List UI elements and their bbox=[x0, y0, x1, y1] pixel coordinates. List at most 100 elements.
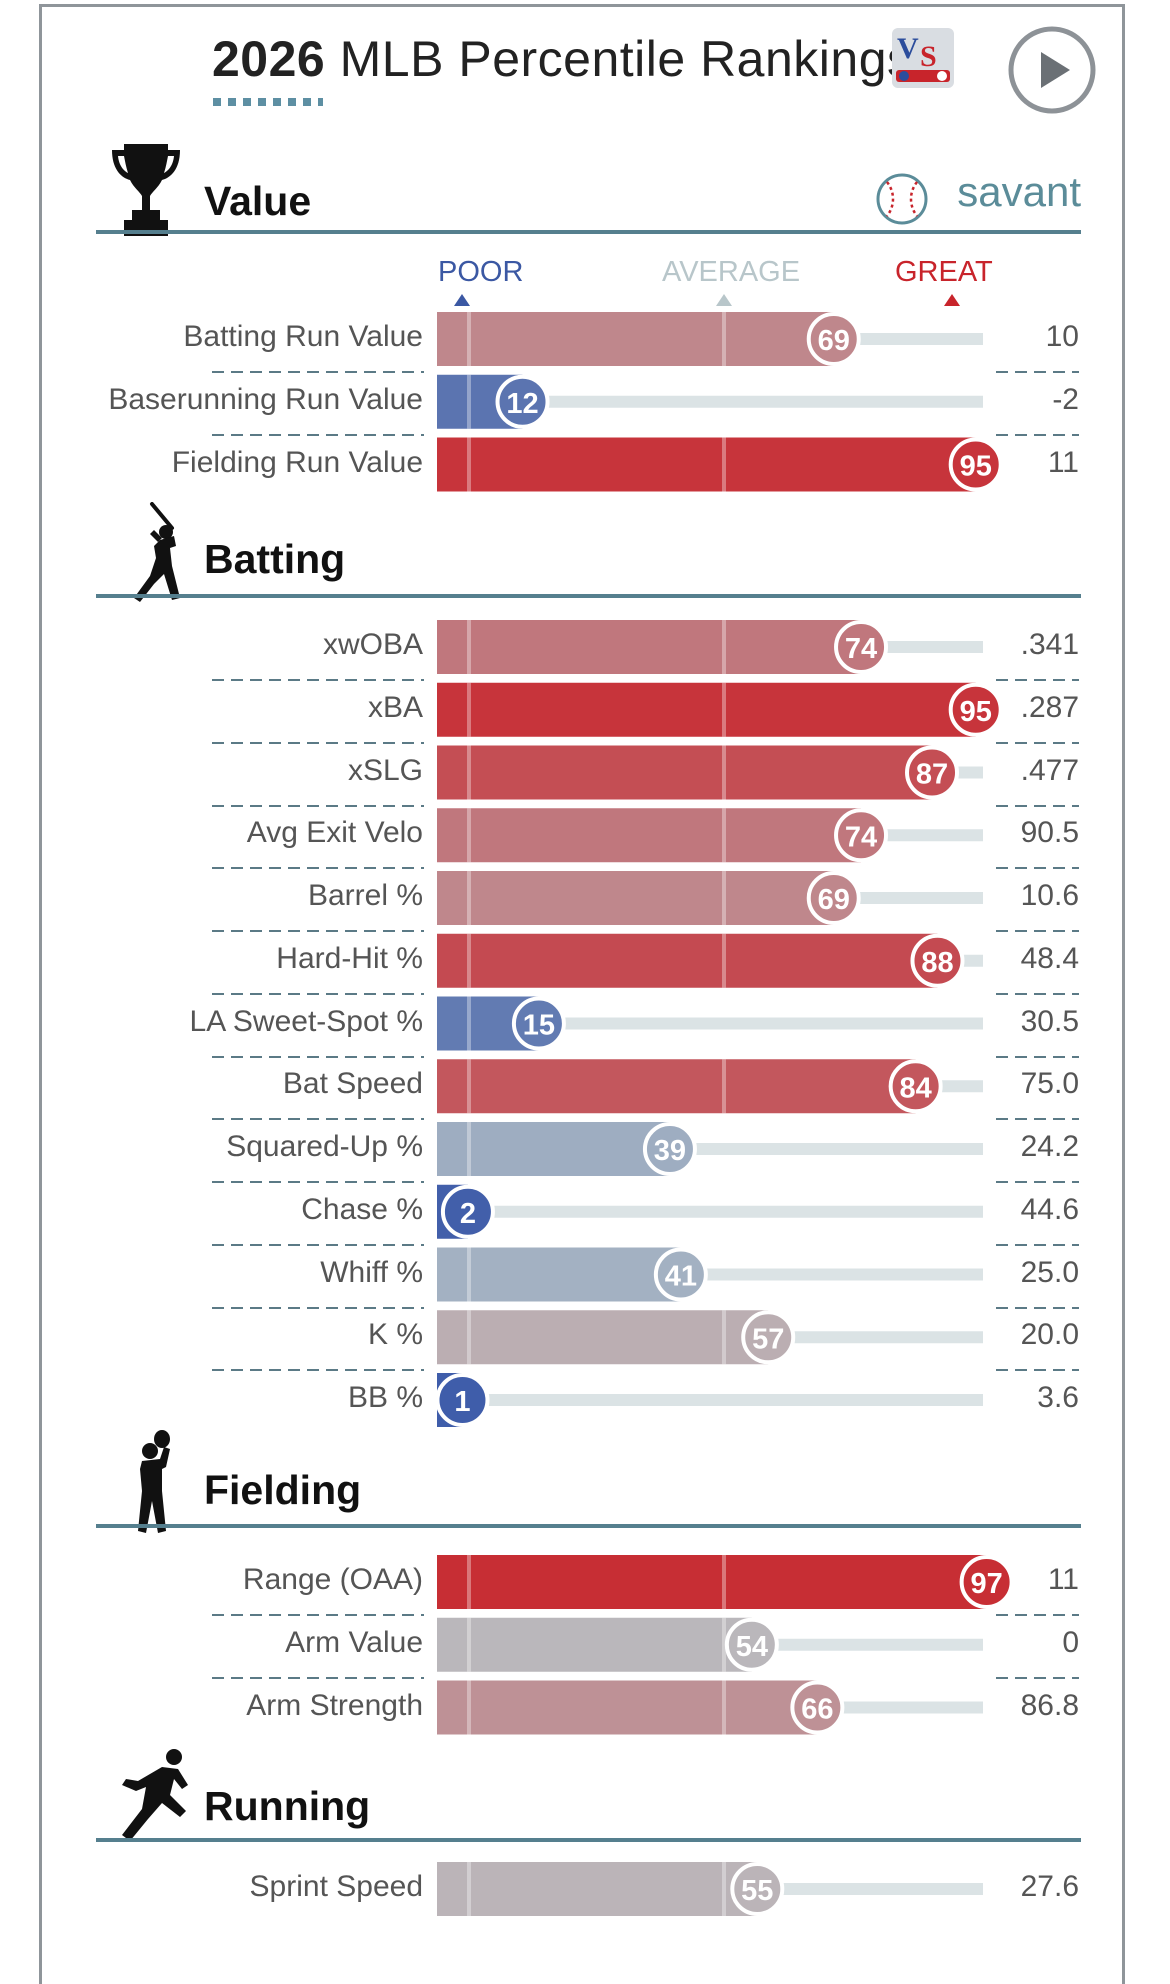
percentile-track bbox=[768, 1331, 983, 1344]
scale-markers bbox=[454, 294, 960, 306]
percentile-number: 95 bbox=[960, 696, 992, 728]
row-divider bbox=[212, 867, 424, 870]
percentile-bar bbox=[437, 682, 976, 737]
title-text: MLB Percentile Rankings bbox=[339, 31, 913, 87]
gridline bbox=[722, 933, 726, 988]
row-divider bbox=[996, 1181, 1079, 1183]
metric-label: xSLG bbox=[347, 753, 423, 787]
percentile-bar bbox=[437, 620, 862, 674]
percentile-number: 57 bbox=[752, 1323, 784, 1355]
section-divider bbox=[96, 230, 1081, 234]
percentile-number: 74 bbox=[845, 821, 877, 853]
gridline bbox=[722, 1059, 726, 1114]
gridline bbox=[467, 437, 471, 492]
row-divider bbox=[212, 1118, 424, 1121]
percentile-number: 69 bbox=[818, 325, 850, 357]
page-title: 2026 MLB Percentile Rankings bbox=[212, 30, 913, 88]
metric-label: Bat Speed bbox=[282, 1067, 423, 1101]
svg-text:S: S bbox=[920, 40, 937, 73]
percentile-track bbox=[817, 1701, 983, 1714]
section-title: Batting bbox=[204, 536, 346, 582]
percentile-number: 54 bbox=[736, 1631, 768, 1663]
percentile-number: 55 bbox=[741, 1875, 773, 1907]
percentile-bar bbox=[437, 437, 976, 492]
row-divider bbox=[212, 1676, 424, 1679]
svg-text:V: V bbox=[897, 32, 919, 65]
percentile-track bbox=[538, 1017, 983, 1030]
row-divider bbox=[996, 741, 1079, 744]
gridline bbox=[467, 682, 471, 737]
percentile-marker bbox=[806, 871, 861, 925]
metric-label: Barrel % bbox=[307, 879, 423, 912]
metric-value: 24.2 bbox=[1020, 1130, 1079, 1163]
savant-label: savant bbox=[957, 168, 1081, 215]
percentile-marker bbox=[834, 808, 889, 863]
gridline bbox=[467, 933, 471, 988]
metric-label: Hard-Hit % bbox=[276, 941, 423, 975]
metric-value: 11 bbox=[1047, 1563, 1079, 1596]
gridline bbox=[722, 808, 726, 863]
row-divider bbox=[212, 930, 424, 932]
row-divider bbox=[212, 1181, 424, 1183]
percentile-track bbox=[861, 829, 983, 842]
percentile-number: 66 bbox=[801, 1694, 833, 1726]
row-divider bbox=[996, 1055, 1079, 1058]
percentile-track bbox=[757, 1883, 983, 1895]
percentile-marker bbox=[948, 682, 1003, 737]
metric-label: Sprint Speed bbox=[249, 1870, 423, 1903]
percentile-marker bbox=[790, 1680, 845, 1735]
trophy-icon bbox=[112, 144, 180, 236]
percentile-track bbox=[861, 641, 983, 653]
gridline bbox=[467, 1247, 471, 1302]
row-divider bbox=[212, 1614, 424, 1616]
metric-label: Batting Run Value bbox=[183, 320, 423, 353]
percentile-number: 95 bbox=[960, 451, 992, 483]
batter-icon bbox=[134, 502, 180, 602]
row-divider bbox=[996, 930, 1079, 932]
gridline bbox=[467, 1122, 471, 1176]
percentile-marker bbox=[948, 437, 1003, 492]
metric-value: 48.4 bbox=[1020, 941, 1079, 975]
section-title: Value bbox=[204, 178, 312, 224]
metric-label: Range (OAA) bbox=[242, 1563, 423, 1596]
row-divider bbox=[996, 1369, 1079, 1372]
card-frame bbox=[39, 4, 1125, 1984]
percentile-track bbox=[751, 1638, 983, 1651]
scale-average-label: AVERAGE bbox=[662, 256, 801, 288]
row-divider bbox=[996, 371, 1079, 373]
percentile-marker bbox=[653, 1247, 708, 1302]
row-divider bbox=[996, 433, 1079, 436]
row-divider bbox=[212, 679, 424, 681]
percentile-bar bbox=[437, 1680, 818, 1735]
percentile-marker bbox=[959, 1555, 1014, 1609]
percentile-bar bbox=[437, 1247, 681, 1302]
gridline bbox=[467, 1680, 471, 1735]
percentile-number: 84 bbox=[900, 1072, 932, 1104]
row-divider bbox=[212, 741, 424, 744]
percentile-number: 12 bbox=[506, 388, 538, 420]
metric-label: Squared-Up % bbox=[226, 1130, 423, 1163]
gridline bbox=[467, 312, 471, 366]
metric-value: 90.5 bbox=[1020, 816, 1079, 850]
percentile-number: 41 bbox=[665, 1261, 697, 1293]
percentile-bar bbox=[437, 745, 933, 800]
percentile-marker bbox=[888, 1059, 943, 1114]
gridline bbox=[467, 871, 471, 925]
fielder-icon bbox=[138, 1430, 170, 1533]
percentile-bar bbox=[437, 1555, 987, 1609]
percentile-marker bbox=[435, 1373, 490, 1427]
section-title: Fielding bbox=[204, 1467, 362, 1513]
play-circle-icon[interactable] bbox=[1007, 25, 1097, 115]
great-marker bbox=[944, 294, 960, 306]
percentile-marker bbox=[511, 996, 566, 1051]
row-divider bbox=[996, 1614, 1079, 1616]
metric-value: 30.5 bbox=[1020, 1004, 1079, 1038]
percentile-track bbox=[467, 1205, 983, 1218]
metric-value: .341 bbox=[1020, 628, 1079, 661]
row-divider bbox=[212, 1306, 424, 1309]
percentile-track bbox=[462, 1394, 984, 1406]
gridline bbox=[722, 682, 726, 737]
row-divider bbox=[212, 1243, 424, 1246]
row-divider bbox=[996, 1676, 1079, 1679]
